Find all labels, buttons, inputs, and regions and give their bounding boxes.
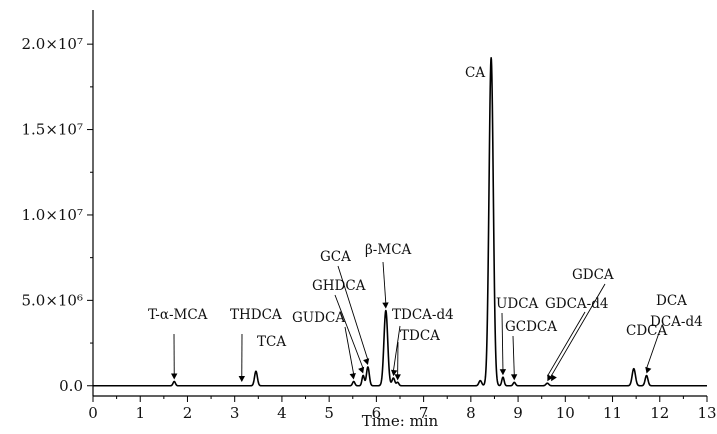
x-tick-label: 5	[324, 404, 334, 422]
peak-annotation: TCA	[257, 334, 286, 350]
x-tick-label: 10	[556, 404, 575, 422]
annotation-arrow-line	[382, 261, 387, 304]
peak-label: UDCA	[496, 296, 539, 312]
annotation-arrowhead	[238, 376, 246, 383]
peak-label: GHDCA	[312, 278, 366, 294]
peak-annotation: TDCA	[394, 328, 440, 381]
peak-label: TCA	[257, 334, 286, 350]
y-tick-label: 1.5×10⁷	[21, 121, 83, 139]
peak-label: CDCA	[626, 323, 667, 339]
y-tick-label: 1.0×10⁷	[21, 206, 83, 224]
x-tick-label: 12	[650, 404, 669, 422]
annotation-arrowhead	[547, 374, 554, 382]
annotation-arrowhead	[358, 366, 365, 374]
peak-label: β-MCA	[365, 242, 412, 258]
x-tick-label: 7	[419, 404, 429, 422]
annotation-arrowhead	[363, 358, 370, 365]
annotation-arrowhead	[510, 374, 518, 381]
peak-annotation: GDCA	[550, 267, 614, 382]
peak-annotation: T-α-MCA	[148, 307, 208, 380]
chromatogram-trace	[92, 57, 708, 387]
trace-layer	[92, 57, 708, 387]
annotation-arrow-line	[550, 283, 606, 377]
peak-annotation: β-MCA	[365, 242, 412, 309]
peak-label: TDCA-d4	[392, 307, 454, 323]
peak-annotation: DCA	[656, 293, 687, 309]
annotation-arrow-line	[392, 325, 401, 372]
annotation-arrowhead	[551, 374, 557, 382]
peak-annotation: DCA-d4	[645, 314, 703, 374]
annotation-arrowhead	[391, 369, 398, 377]
x-tick-label: 3	[230, 404, 240, 422]
peak-annotation: CA	[465, 65, 485, 81]
peak-label: T-α-MCA	[148, 307, 208, 323]
annotation-arrowhead	[382, 302, 389, 309]
x-tick-label: 13	[697, 404, 716, 422]
peak-annotation: GHDCA	[312, 278, 366, 374]
peak-label: DCA-d4	[650, 314, 703, 330]
x-tick-label: 11	[603, 404, 622, 422]
x-tick-label: 8	[466, 404, 476, 422]
x-tick-label: 1	[135, 404, 145, 422]
peak-annotation: GUDCA	[292, 310, 356, 380]
peak-label: TDCA	[400, 328, 440, 344]
annotation-arrowhead	[645, 366, 652, 374]
peak-annotation: THDCA	[230, 307, 282, 383]
annotation-arrowhead	[171, 373, 178, 380]
y-tick-label: 0.0	[59, 377, 83, 395]
peak-annotation: GDCA-d4	[545, 296, 608, 382]
annotation-arrowhead	[499, 369, 507, 376]
peak-annotation: UDCA	[496, 296, 539, 376]
annotation-arrow-line	[646, 329, 661, 369]
peak-label: GDCA	[572, 267, 614, 283]
peak-annotation: GCA	[320, 249, 370, 365]
peak-annotation: CDCA	[626, 323, 667, 339]
x-tick-label: 4	[277, 404, 287, 422]
peak-label: GCDCA	[505, 319, 557, 335]
y-tick-label: 2.0×10⁷	[21, 35, 83, 53]
peak-annotation: TDCA-d4	[391, 307, 454, 377]
x-tick-label: 2	[183, 404, 193, 422]
x-axis-title: Time: min	[362, 412, 439, 430]
peak-label: GCA	[320, 249, 351, 265]
annotation-arrow-line	[344, 326, 355, 375]
annotation-arrow-line	[337, 265, 369, 361]
annotation-layer: T-α-MCA THDCA TCA GUDCA GHDCA GCA β-MCA TDCA-d4…	[148, 65, 703, 383]
x-tick-label: 0	[88, 404, 98, 422]
x-tick-label: 9	[513, 404, 523, 422]
annotation-arrowhead	[394, 374, 401, 381]
peak-label: GUDCA	[292, 310, 345, 326]
annotation-arrowhead	[349, 373, 356, 380]
x-tick-label: 6	[372, 404, 382, 422]
annotation-arrow-line	[546, 311, 586, 377]
axes: 0 1 2 3 4 5 6 7 8 9 10 11 12 130.05.0×10⁶1.0×10⁷1.5×1…	[21, 10, 717, 422]
peak-label: DCA	[656, 293, 687, 309]
peak-label: CA	[465, 65, 485, 81]
peak-annotation: GCDCA	[505, 319, 557, 381]
annotation-arrow-line	[512, 335, 515, 376]
annotation-arrow-line	[501, 312, 504, 371]
peak-label: GDCA-d4	[545, 296, 608, 312]
peak-label: THDCA	[230, 307, 282, 323]
y-tick-label: 5.0×10⁶	[21, 291, 83, 309]
annotation-arrow-line	[334, 294, 364, 369]
